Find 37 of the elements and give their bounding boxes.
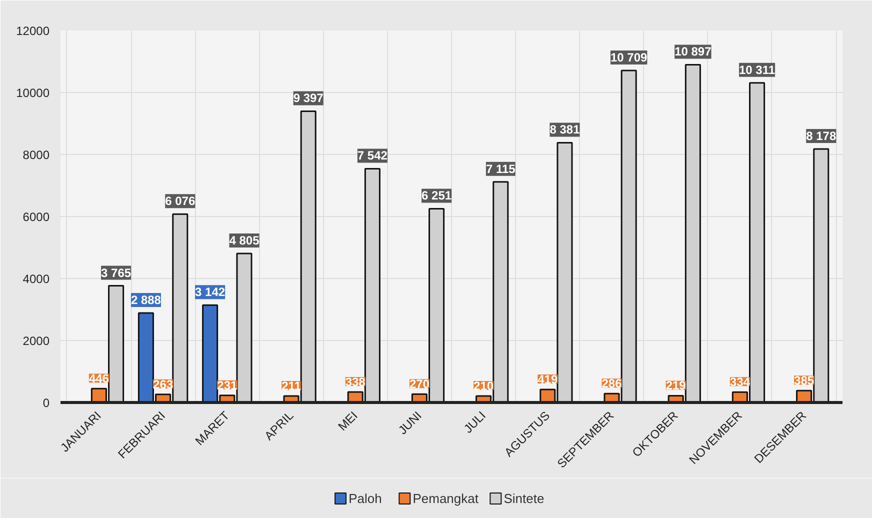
y-tick-label: 8000 bbox=[22, 148, 50, 162]
x-tick-label: MEI bbox=[335, 408, 360, 434]
data-label: 3 765 bbox=[101, 266, 132, 280]
data-label: 211 bbox=[282, 378, 302, 393]
data-label: 8 381 bbox=[550, 122, 580, 137]
data-label: 338 bbox=[345, 375, 366, 390]
y-tick-label: 6000 bbox=[22, 210, 50, 224]
data-label: 263 bbox=[153, 377, 174, 392]
data-label: 3 142 bbox=[195, 285, 226, 300]
y-tick-label: 2000 bbox=[22, 334, 50, 348]
data-label: 270 bbox=[409, 377, 430, 392]
data-label: 8 178 bbox=[806, 128, 836, 143]
data-label: 10 897 bbox=[674, 44, 712, 59]
y-tick-label: 4000 bbox=[22, 272, 50, 286]
data-label: 4 805 bbox=[229, 234, 260, 248]
data-label: 6 251 bbox=[422, 188, 452, 203]
data-label: 10 311 bbox=[739, 62, 776, 77]
data-label: 6 076 bbox=[165, 194, 196, 208]
y-tick-label: 0 bbox=[42, 396, 50, 410]
y-tick-label: 12000 bbox=[16, 24, 50, 38]
data-label: 7 542 bbox=[357, 148, 388, 163]
legend-label: Pemangkat bbox=[412, 491, 479, 506]
data-label: 9 397 bbox=[293, 91, 324, 106]
data-label: 2 888 bbox=[130, 292, 162, 307]
data-label: 334 bbox=[730, 375, 750, 390]
data-label: 446 bbox=[88, 372, 110, 386]
data-label: 231 bbox=[217, 378, 238, 392]
data-label: 419 bbox=[538, 372, 558, 387]
data-label: 7 115 bbox=[486, 162, 516, 176]
data-label: 286 bbox=[602, 376, 622, 391]
y-tick-label: 10000 bbox=[16, 86, 50, 100]
legend-label: Paloh bbox=[348, 491, 382, 506]
data-label: 210 bbox=[474, 378, 494, 393]
legend-label: Sintete bbox=[504, 491, 544, 506]
data-label: 385 bbox=[794, 374, 814, 388]
data-label: 10 709 bbox=[610, 50, 648, 65]
data-label: 219 bbox=[666, 378, 686, 393]
